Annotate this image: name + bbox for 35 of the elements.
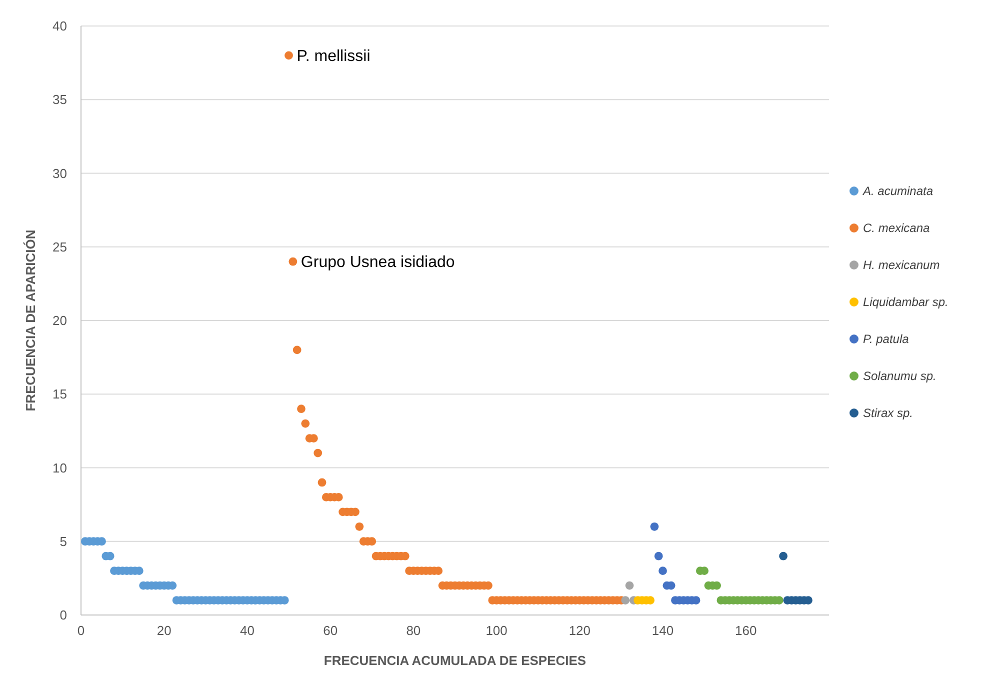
y-tick-label: 5 — [60, 534, 67, 549]
x-tick-label: 20 — [156, 623, 172, 638]
point — [779, 552, 788, 560]
y-tick-label: 10 — [52, 460, 67, 476]
legend-label: A. acuminata — [862, 184, 934, 198]
y-tick-label: 0 — [60, 608, 67, 623]
point — [621, 596, 630, 604]
x-tick-label: 80 — [406, 623, 421, 638]
y-tick-label: 40 — [52, 18, 67, 34]
point — [658, 566, 667, 576]
y-axis-title: FRECUENCIA DE APARICIÓN — [23, 230, 38, 412]
legend-label: P. patula — [863, 332, 910, 346]
y-tick-label: 30 — [52, 166, 67, 181]
point — [650, 522, 659, 531]
legend-label: Stirax sp. — [863, 406, 914, 420]
x-tick-label: 60 — [323, 623, 338, 638]
y-tick-label: 35 — [52, 92, 67, 108]
x-tick-label: 140 — [652, 623, 674, 638]
point — [625, 581, 634, 590]
point — [654, 552, 663, 560]
y-tick-label: 25 — [52, 239, 67, 254]
y-tick-label: 20 — [52, 313, 67, 328]
x-axis-title: FRECUENCIA ACUMULADA DE ESPECIES — [324, 653, 586, 668]
legend-label: Liquidambar sp. — [863, 295, 948, 310]
y-tick-label: 15 — [52, 386, 67, 402]
x-tick-label: 0 — [77, 623, 85, 638]
legend-label: H. mexicanum — [863, 258, 940, 272]
x-tick-label: 120 — [568, 623, 591, 638]
legend-label: C. mexicana — [863, 221, 930, 236]
x-tick-label: 100 — [486, 623, 508, 638]
legend-label: Solanumu sp. — [863, 369, 936, 384]
annotation: P. mellissii — [296, 48, 370, 66]
annotation: Grupo Usnea isidiado — [300, 254, 455, 272]
x-tick-label: 160 — [735, 623, 757, 638]
x-tick-label: 40 — [240, 623, 254, 638]
